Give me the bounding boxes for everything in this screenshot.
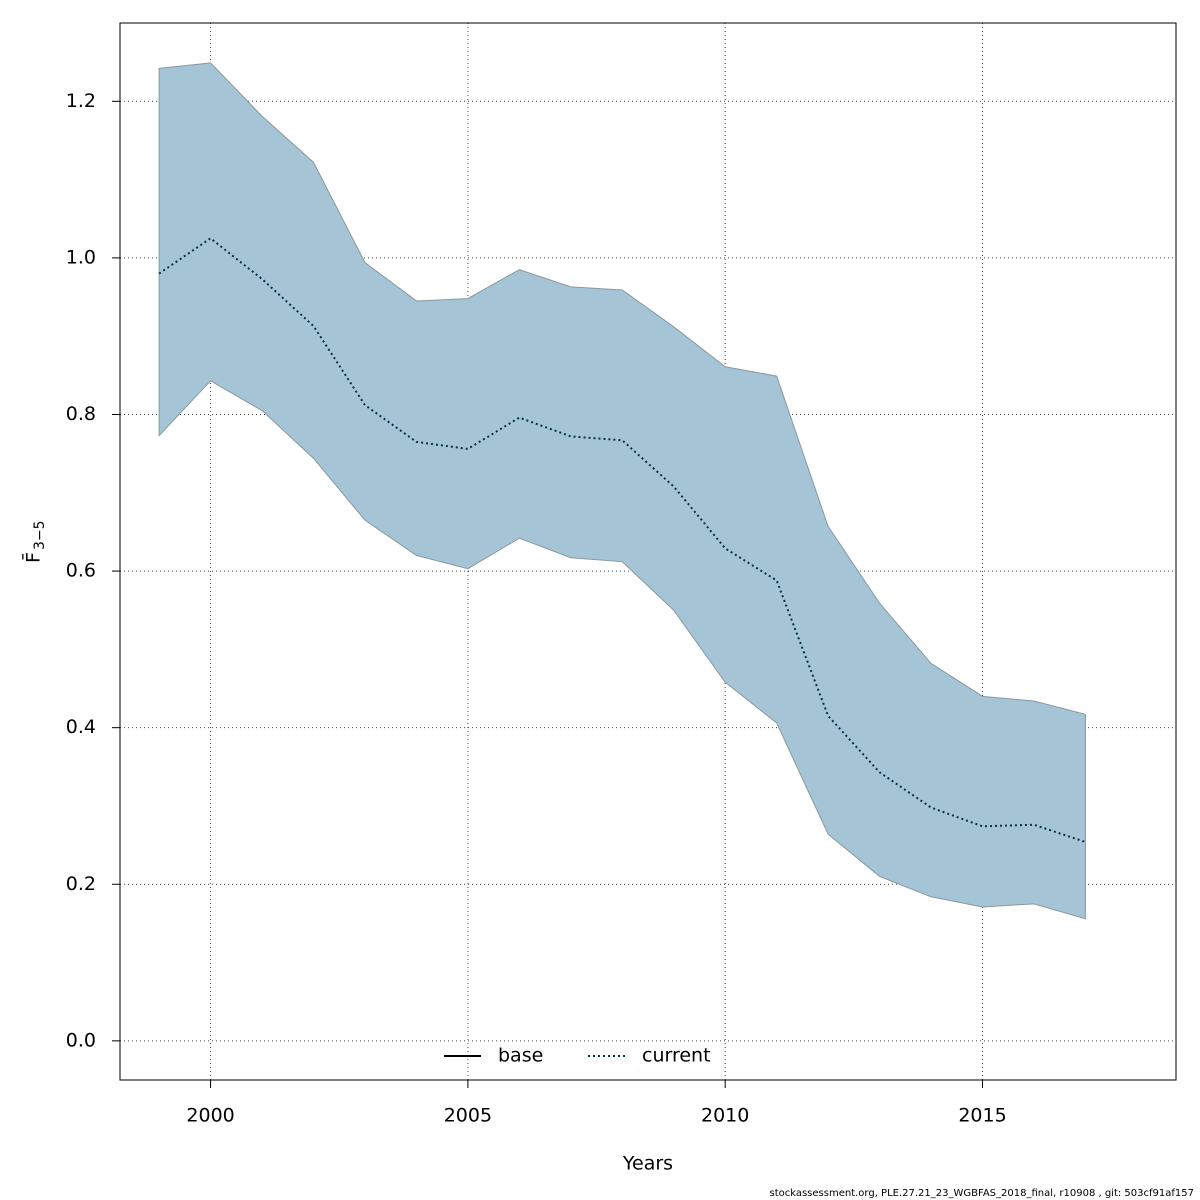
legend-label: base — [498, 1045, 543, 1067]
x-tick-label: 2015 — [958, 1105, 1006, 1127]
x-tick-label: 2005 — [444, 1105, 492, 1127]
y-axis-label-sub: 3−5 — [32, 520, 48, 550]
x-tick-label: 2000 — [186, 1105, 234, 1127]
confidence-band — [158, 62, 1086, 920]
y-tick-label: 0.4 — [66, 716, 96, 738]
y-tick-label: 0.0 — [66, 1029, 96, 1051]
y-tick-label: 0.2 — [66, 873, 96, 895]
x-axis-label: Years — [622, 1153, 673, 1175]
y-axis-label: F̄ — [20, 552, 44, 563]
y-tick-label: 1.0 — [66, 246, 96, 268]
x-tick-label: 2010 — [701, 1105, 749, 1127]
footer: stockassessment.org, PLE.27.21_23_WGBFAS… — [769, 1188, 1194, 1199]
plot-frame — [119, 22, 1177, 1081]
y-tick-label: 0.6 — [66, 560, 96, 582]
y-tick-label: 0.8 — [66, 403, 96, 425]
y-axis-label-group: F̄ 3−5 — [20, 520, 48, 562]
legend-label: current — [642, 1045, 711, 1067]
y-tick-label: 1.2 — [66, 90, 96, 112]
